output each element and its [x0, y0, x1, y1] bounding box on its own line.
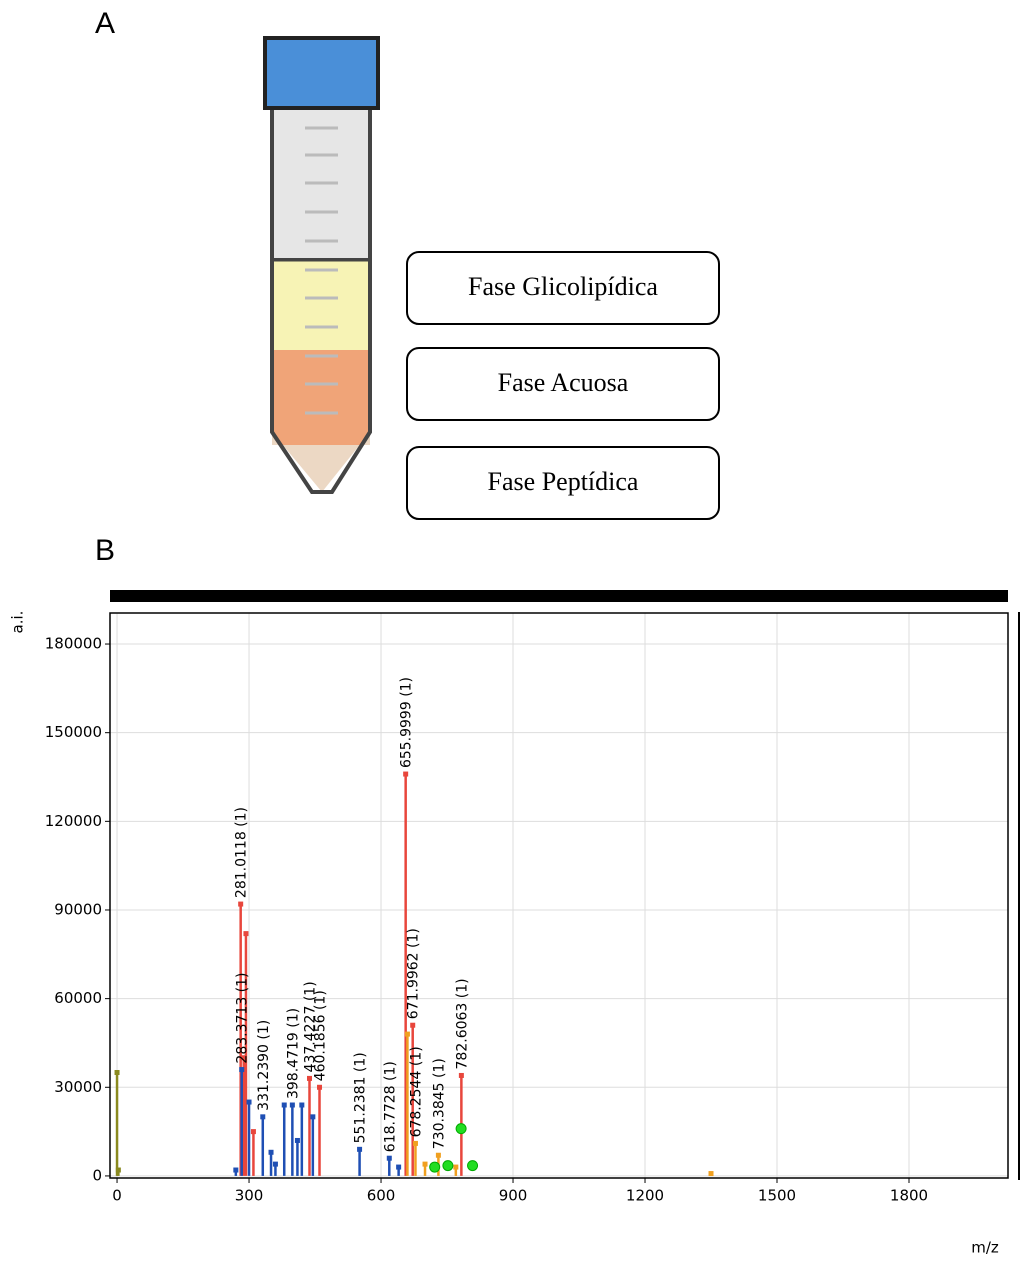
x-tick-label: 900: [499, 1187, 528, 1205]
y-tick-label: 60000: [54, 989, 102, 1007]
peak-head: [238, 902, 243, 907]
peak-head: [269, 1150, 274, 1155]
peak-label: 730.3845 (1): [431, 1058, 447, 1149]
peak-head: [317, 1085, 322, 1090]
peak-head: [396, 1165, 401, 1170]
y-tick-label: 180000: [45, 635, 102, 653]
peak-marker: [430, 1162, 440, 1172]
peak-label: 671.9962 (1): [406, 928, 422, 1019]
peak-head: [247, 1100, 252, 1105]
peak-marker: [468, 1161, 478, 1171]
phase-label: Fase Acuosa: [498, 368, 629, 397]
tube: [265, 38, 378, 492]
peak-label: 782.6063 (1): [454, 978, 470, 1069]
peak-label: 331.2390 (1): [256, 1020, 272, 1111]
y-tick-label: 120000: [45, 812, 102, 830]
x-tick-label: 300: [235, 1187, 264, 1205]
peak-head: [282, 1103, 287, 1108]
peak-head: [116, 1168, 121, 1173]
peak-head: [436, 1153, 441, 1158]
y-tick-label: 0: [92, 1166, 102, 1184]
peak-head: [239, 1067, 244, 1072]
x-tick-label: 1200: [626, 1187, 664, 1205]
x-tick-label: 1500: [758, 1187, 796, 1205]
panel-label: B: [95, 534, 115, 567]
peak-label: 281.0118 (1): [234, 807, 250, 898]
peak-marker: [443, 1161, 453, 1171]
peak-head: [357, 1147, 362, 1152]
peak-head: [290, 1103, 295, 1108]
y-tick-label: 150000: [45, 723, 102, 741]
peak-head: [295, 1138, 300, 1143]
peak-head: [459, 1073, 464, 1078]
peak-head: [233, 1168, 238, 1173]
peak-label: 551.2381 (1): [353, 1052, 369, 1143]
peak-head: [413, 1141, 418, 1146]
peak-head: [273, 1162, 278, 1167]
x-tick-label: 0: [112, 1187, 122, 1205]
peak-label: 655.9999 (1): [399, 677, 415, 768]
peak-head: [307, 1076, 312, 1081]
peak-head: [310, 1114, 315, 1119]
x-tick-label: 1800: [890, 1187, 928, 1205]
peak-head: [423, 1162, 428, 1167]
peak-head: [453, 1165, 458, 1170]
peak-head: [387, 1156, 392, 1161]
phase-label: Fase Glicolipídica: [468, 272, 658, 301]
y-axis-label: a.i.: [9, 611, 27, 634]
peak-head: [299, 1103, 304, 1108]
y-tick-label: 90000: [54, 900, 102, 918]
peak-label: 618.7728 (1): [382, 1061, 398, 1152]
peak-label: 678.2544 (1): [408, 1046, 424, 1137]
panel-label: A: [95, 7, 115, 40]
peak-label: 283.3713 (1): [235, 972, 251, 1063]
peak-head: [410, 1023, 415, 1028]
peak-head: [115, 1070, 120, 1075]
header-bar: [110, 590, 1008, 602]
peak-head: [403, 772, 408, 777]
peak-head: [260, 1114, 265, 1119]
y-tick-label: 30000: [54, 1078, 102, 1096]
x-tick-label: 600: [367, 1187, 396, 1205]
phase-label: Fase Peptídica: [488, 467, 639, 496]
peak-head: [405, 1032, 410, 1037]
peak-marker: [456, 1124, 466, 1134]
peak-head: [243, 931, 248, 936]
peak-label: 460.1856 (1): [313, 990, 329, 1081]
x-axis-label: m/z: [971, 1239, 999, 1257]
peak-head: [251, 1129, 256, 1134]
figure: A B Fase Glicolipídica Fase Acuosa Fase …: [0, 0, 1021, 1260]
peak-label: 398.4719 (1): [285, 1008, 301, 1099]
peak-head: [709, 1171, 714, 1176]
